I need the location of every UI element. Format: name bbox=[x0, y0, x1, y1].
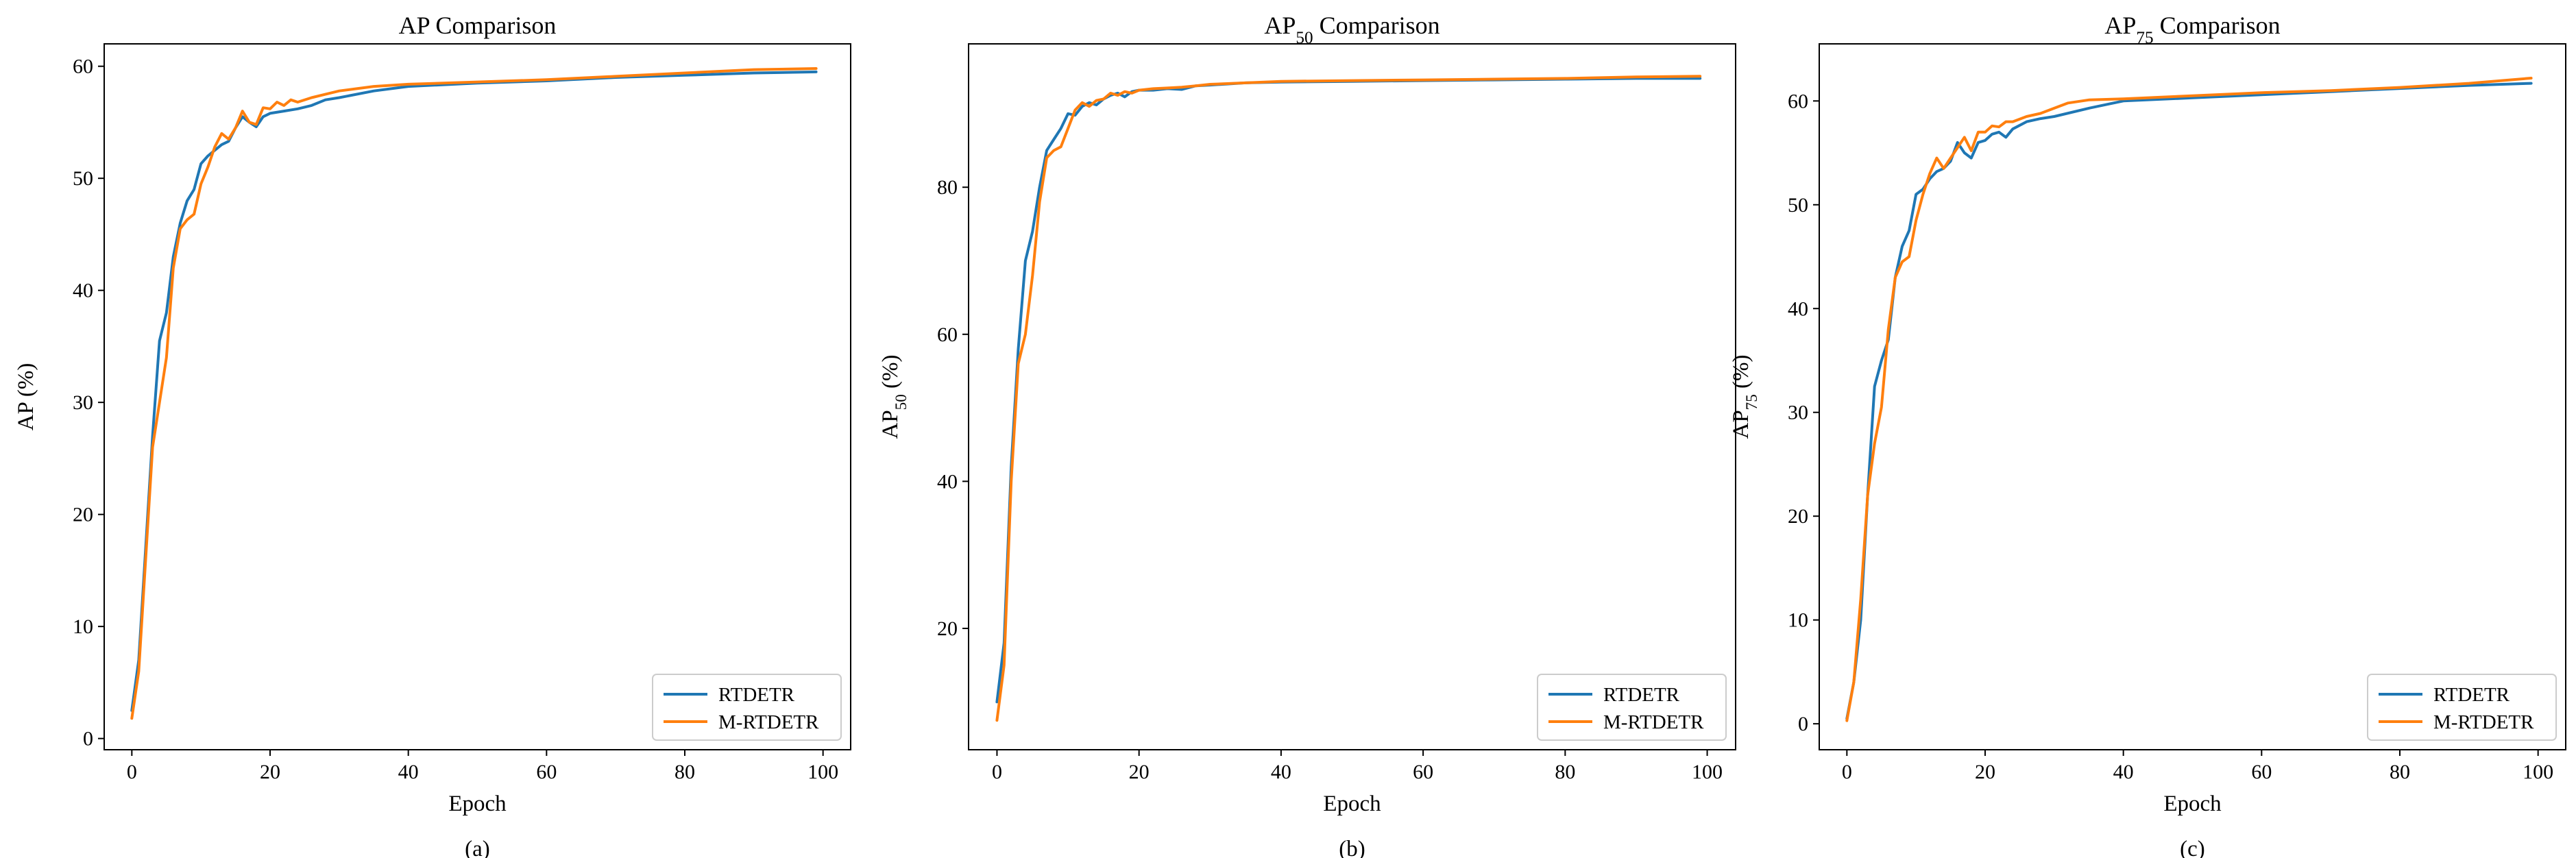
y-tick-label: 50 bbox=[1788, 194, 1808, 217]
x-tick-label: 20 bbox=[1129, 761, 1150, 783]
chart-title-main: AP bbox=[2104, 12, 2136, 39]
x-tick-label: 80 bbox=[1555, 761, 1575, 783]
x-tick-label: 100 bbox=[1692, 761, 1723, 783]
panel-caption: (c) bbox=[2180, 837, 2205, 858]
chart-title-rest: Comparison bbox=[2154, 12, 2281, 39]
y-tick-label: 10 bbox=[1788, 609, 1808, 632]
x-tick-label: 0 bbox=[127, 761, 137, 783]
y-axis-label-rest: (%) bbox=[14, 363, 38, 403]
legend-box bbox=[2367, 674, 2557, 741]
y-axis-label: AP50 (%) bbox=[878, 355, 910, 439]
x-tick-label: 100 bbox=[2523, 761, 2553, 783]
y-axis-label-rest: (%) bbox=[1729, 355, 1753, 395]
y-axis-label-main: AP bbox=[1729, 410, 1753, 439]
y-tick-label: 80 bbox=[937, 176, 958, 199]
x-tick-label: 80 bbox=[675, 761, 695, 783]
y-axis-label: AP (%) bbox=[14, 363, 38, 431]
x-tick-label: 60 bbox=[536, 761, 557, 783]
x-tick-label: 40 bbox=[398, 761, 419, 783]
chart-title: AP Comparison bbox=[399, 12, 557, 39]
y-tick-label: 40 bbox=[1788, 297, 1808, 320]
legend: RTDETR M-RTDETR bbox=[1537, 674, 1727, 741]
series-line-rtdetr bbox=[130, 70, 818, 712]
y-tick-label: 40 bbox=[937, 470, 958, 493]
y-tick-label: 20 bbox=[1788, 505, 1808, 528]
series-line-m-rtdetr bbox=[130, 67, 818, 720]
panel-caption: (a) bbox=[465, 837, 490, 858]
y-tick-label: 60 bbox=[937, 323, 958, 346]
x-tick-label: 80 bbox=[2390, 761, 2410, 783]
y-tick-label: 60 bbox=[1788, 90, 1808, 112]
x-tick-label: 0 bbox=[1842, 761, 1852, 783]
y-axis-label-main: AP bbox=[878, 410, 903, 439]
y-tick-label: 20 bbox=[73, 504, 93, 526]
y-tick-label: 20 bbox=[937, 617, 958, 640]
series-line-rtdetr bbox=[1845, 82, 2533, 720]
y-tick-label: 60 bbox=[73, 56, 93, 78]
legend-label-m-rtdetr: M-RTDETR bbox=[2433, 711, 2534, 733]
legend-box bbox=[1537, 674, 1727, 741]
chart-title: AP75 Comparison bbox=[2104, 12, 2280, 47]
plot-frame bbox=[104, 43, 851, 750]
plot-frame bbox=[968, 43, 1736, 750]
y-tick-label: 0 bbox=[83, 728, 93, 750]
y-axis-label-main: AP bbox=[14, 402, 38, 431]
x-tick-label: 20 bbox=[260, 761, 280, 783]
x-tick-label: 20 bbox=[1975, 761, 1995, 783]
y-tick-label: 40 bbox=[73, 280, 93, 302]
y-axis-label-subscript: 50 bbox=[892, 394, 910, 410]
series-line-rtdetr bbox=[995, 77, 1702, 704]
x-axis-label: Epoch bbox=[2163, 792, 2222, 816]
series-line-m-rtdetr bbox=[1845, 77, 2533, 722]
legend-label-m-rtdetr: M-RTDETR bbox=[1603, 711, 1704, 733]
x-axis-label: Epoch bbox=[448, 792, 507, 816]
chart-title-main: AP bbox=[399, 12, 430, 39]
legend: RTDETR M-RTDETR bbox=[652, 674, 842, 741]
legend-label-m-rtdetr: M-RTDETR bbox=[718, 711, 819, 733]
chart-title: AP50 Comparison bbox=[1264, 12, 1439, 47]
y-axis-label: AP75 (%) bbox=[1729, 355, 1760, 439]
x-axis-label: Epoch bbox=[1323, 792, 1381, 816]
legend-box bbox=[652, 674, 842, 741]
x-tick-label: 0 bbox=[992, 761, 1002, 783]
y-axis-label-subscript: 75 bbox=[1742, 394, 1760, 410]
chart-title-main: AP bbox=[1264, 12, 1296, 39]
y-tick-label: 0 bbox=[1798, 713, 1808, 735]
y-tick-label: 10 bbox=[73, 615, 93, 638]
x-tick-label: 100 bbox=[807, 761, 838, 783]
legend-label-rtdetr: RTDETR bbox=[1603, 684, 1680, 706]
y-tick-label: 30 bbox=[1788, 402, 1808, 424]
legend: RTDETR M-RTDETR bbox=[2367, 674, 2557, 741]
x-tick-label: 40 bbox=[2113, 761, 2134, 783]
y-axis-label-rest: (%) bbox=[878, 355, 903, 395]
chart-panel-1: AP Comparison 0 20 40 60 80 100 0 10 20 30 40 50 60 Ep… bbox=[14, 12, 851, 858]
legend-label-rtdetr: RTDETR bbox=[2433, 684, 2510, 706]
plot-frame bbox=[1819, 43, 2566, 750]
x-tick-label: 60 bbox=[2251, 761, 2272, 783]
y-tick-label: 30 bbox=[73, 391, 93, 414]
legend-label-rtdetr: RTDETR bbox=[718, 684, 795, 706]
chart-title-rest: Comparison bbox=[1313, 12, 1440, 39]
x-tick-label: 60 bbox=[1413, 761, 1433, 783]
x-tick-label: 40 bbox=[1271, 761, 1291, 783]
chart-title-rest: Comparison bbox=[429, 12, 556, 39]
panel-caption: (b) bbox=[1339, 837, 1365, 858]
series-line-m-rtdetr bbox=[995, 75, 1702, 722]
y-tick-label: 50 bbox=[73, 167, 93, 190]
